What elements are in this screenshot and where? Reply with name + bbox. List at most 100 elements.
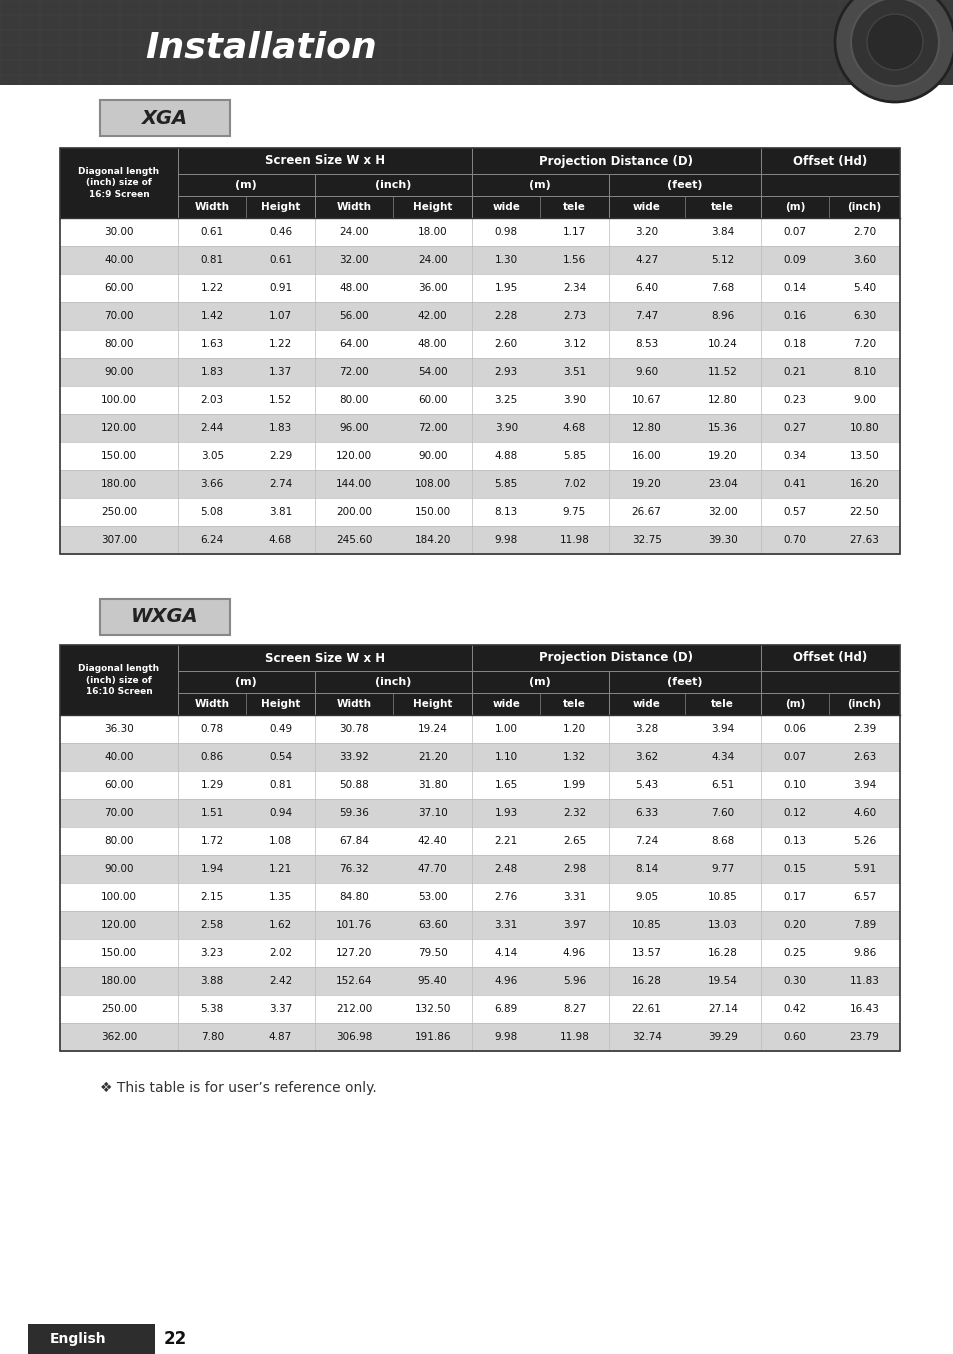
Text: 0.27: 0.27 bbox=[782, 422, 805, 433]
Text: 39.30: 39.30 bbox=[707, 535, 737, 546]
Text: 1.95: 1.95 bbox=[494, 283, 517, 292]
Text: 42.40: 42.40 bbox=[417, 835, 447, 846]
Text: 0.54: 0.54 bbox=[269, 751, 292, 762]
Bar bbox=[60, 386, 899, 414]
Text: 60.00: 60.00 bbox=[417, 395, 447, 405]
Text: 0.21: 0.21 bbox=[782, 367, 805, 376]
Text: 4.68: 4.68 bbox=[562, 422, 585, 433]
Text: 11.83: 11.83 bbox=[849, 976, 879, 986]
Text: 5.96: 5.96 bbox=[562, 976, 585, 986]
Bar bbox=[60, 330, 899, 357]
Text: 24.00: 24.00 bbox=[339, 227, 369, 237]
Text: 10.67: 10.67 bbox=[631, 395, 660, 405]
Text: 9.05: 9.05 bbox=[635, 892, 658, 902]
Text: Width: Width bbox=[194, 699, 230, 709]
Text: 16.28: 16.28 bbox=[707, 948, 737, 959]
Text: (m): (m) bbox=[784, 202, 804, 213]
Text: 9.77: 9.77 bbox=[710, 864, 734, 873]
Text: 32.00: 32.00 bbox=[707, 506, 737, 517]
Bar bbox=[60, 498, 899, 525]
Text: 307.00: 307.00 bbox=[101, 535, 137, 546]
Text: (m): (m) bbox=[529, 677, 551, 686]
Text: 19.54: 19.54 bbox=[707, 976, 737, 986]
Text: 53.00: 53.00 bbox=[417, 892, 447, 902]
Text: 2.48: 2.48 bbox=[494, 864, 517, 873]
Text: 120.00: 120.00 bbox=[101, 422, 137, 433]
Text: 9.60: 9.60 bbox=[635, 367, 658, 376]
Text: 150.00: 150.00 bbox=[415, 506, 451, 517]
Text: (feet): (feet) bbox=[666, 180, 701, 190]
Text: tele: tele bbox=[562, 202, 585, 213]
Text: 1.20: 1.20 bbox=[562, 724, 585, 734]
Text: 76.32: 76.32 bbox=[338, 864, 369, 873]
Text: 2.58: 2.58 bbox=[200, 919, 224, 930]
Text: 9.98: 9.98 bbox=[494, 1032, 517, 1043]
Text: 6.30: 6.30 bbox=[852, 311, 875, 321]
Text: 32.00: 32.00 bbox=[339, 255, 369, 265]
Bar bbox=[60, 148, 899, 554]
Circle shape bbox=[866, 14, 923, 70]
Text: 6.51: 6.51 bbox=[710, 780, 734, 789]
Text: 3.94: 3.94 bbox=[852, 780, 875, 789]
Text: 63.60: 63.60 bbox=[417, 919, 447, 930]
Bar bbox=[60, 148, 899, 218]
Text: 0.17: 0.17 bbox=[782, 892, 805, 902]
Text: 64.00: 64.00 bbox=[339, 338, 369, 349]
Text: (inch): (inch) bbox=[375, 677, 411, 686]
Text: 0.98: 0.98 bbox=[495, 227, 517, 237]
Text: 60.00: 60.00 bbox=[104, 283, 133, 292]
Text: 48.00: 48.00 bbox=[417, 338, 447, 349]
Text: 6.89: 6.89 bbox=[494, 1005, 517, 1014]
Text: 0.23: 0.23 bbox=[782, 395, 805, 405]
Text: 8.53: 8.53 bbox=[635, 338, 658, 349]
Bar bbox=[60, 743, 899, 770]
Text: 2.02: 2.02 bbox=[269, 948, 292, 959]
Text: 2.03: 2.03 bbox=[200, 395, 224, 405]
Text: 13.50: 13.50 bbox=[849, 451, 879, 460]
Text: 10.80: 10.80 bbox=[849, 422, 879, 433]
Text: 3.05: 3.05 bbox=[200, 451, 224, 460]
Text: 4.14: 4.14 bbox=[494, 948, 517, 959]
Text: 3.62: 3.62 bbox=[635, 751, 658, 762]
Text: 6.24: 6.24 bbox=[200, 535, 224, 546]
Text: 9.98: 9.98 bbox=[494, 535, 517, 546]
Text: 27.63: 27.63 bbox=[849, 535, 879, 546]
Text: wide: wide bbox=[632, 202, 659, 213]
Text: 6.57: 6.57 bbox=[852, 892, 875, 902]
Text: 22.50: 22.50 bbox=[849, 506, 879, 517]
Text: 1.07: 1.07 bbox=[269, 311, 292, 321]
Text: 0.14: 0.14 bbox=[782, 283, 805, 292]
Text: 2.60: 2.60 bbox=[495, 338, 517, 349]
Text: 70.00: 70.00 bbox=[104, 311, 133, 321]
Text: 16.20: 16.20 bbox=[849, 479, 879, 489]
Text: Height: Height bbox=[260, 202, 300, 213]
Text: 30.00: 30.00 bbox=[104, 227, 133, 237]
Text: Height: Height bbox=[413, 202, 452, 213]
Text: 2.32: 2.32 bbox=[562, 808, 585, 818]
Text: 0.10: 0.10 bbox=[782, 780, 805, 789]
Text: 79.50: 79.50 bbox=[417, 948, 447, 959]
Text: 4.96: 4.96 bbox=[562, 948, 585, 959]
Text: (inch): (inch) bbox=[375, 180, 411, 190]
Text: 4.96: 4.96 bbox=[494, 976, 517, 986]
Text: 0.34: 0.34 bbox=[782, 451, 805, 460]
Text: Diagonal length
(inch) size of
16:9 Screen: Diagonal length (inch) size of 16:9 Scre… bbox=[78, 167, 159, 199]
Text: 4.87: 4.87 bbox=[269, 1032, 292, 1043]
Text: 245.60: 245.60 bbox=[335, 535, 372, 546]
Text: Projection Distance (D): Projection Distance (D) bbox=[539, 154, 693, 168]
Text: 0.78: 0.78 bbox=[200, 724, 224, 734]
Text: 13.03: 13.03 bbox=[707, 919, 737, 930]
Text: 5.38: 5.38 bbox=[200, 1005, 224, 1014]
Text: 3.28: 3.28 bbox=[635, 724, 658, 734]
Text: English: English bbox=[50, 1332, 106, 1346]
Text: 3.20: 3.20 bbox=[635, 227, 658, 237]
Text: 1.35: 1.35 bbox=[269, 892, 292, 902]
Text: 101.76: 101.76 bbox=[335, 919, 372, 930]
Text: 150.00: 150.00 bbox=[101, 451, 137, 460]
Bar bbox=[60, 246, 899, 274]
Text: 1.42: 1.42 bbox=[200, 311, 224, 321]
Bar bbox=[60, 995, 899, 1024]
Text: 100.00: 100.00 bbox=[101, 892, 137, 902]
Text: 33.92: 33.92 bbox=[338, 751, 369, 762]
Text: 5.40: 5.40 bbox=[852, 283, 875, 292]
